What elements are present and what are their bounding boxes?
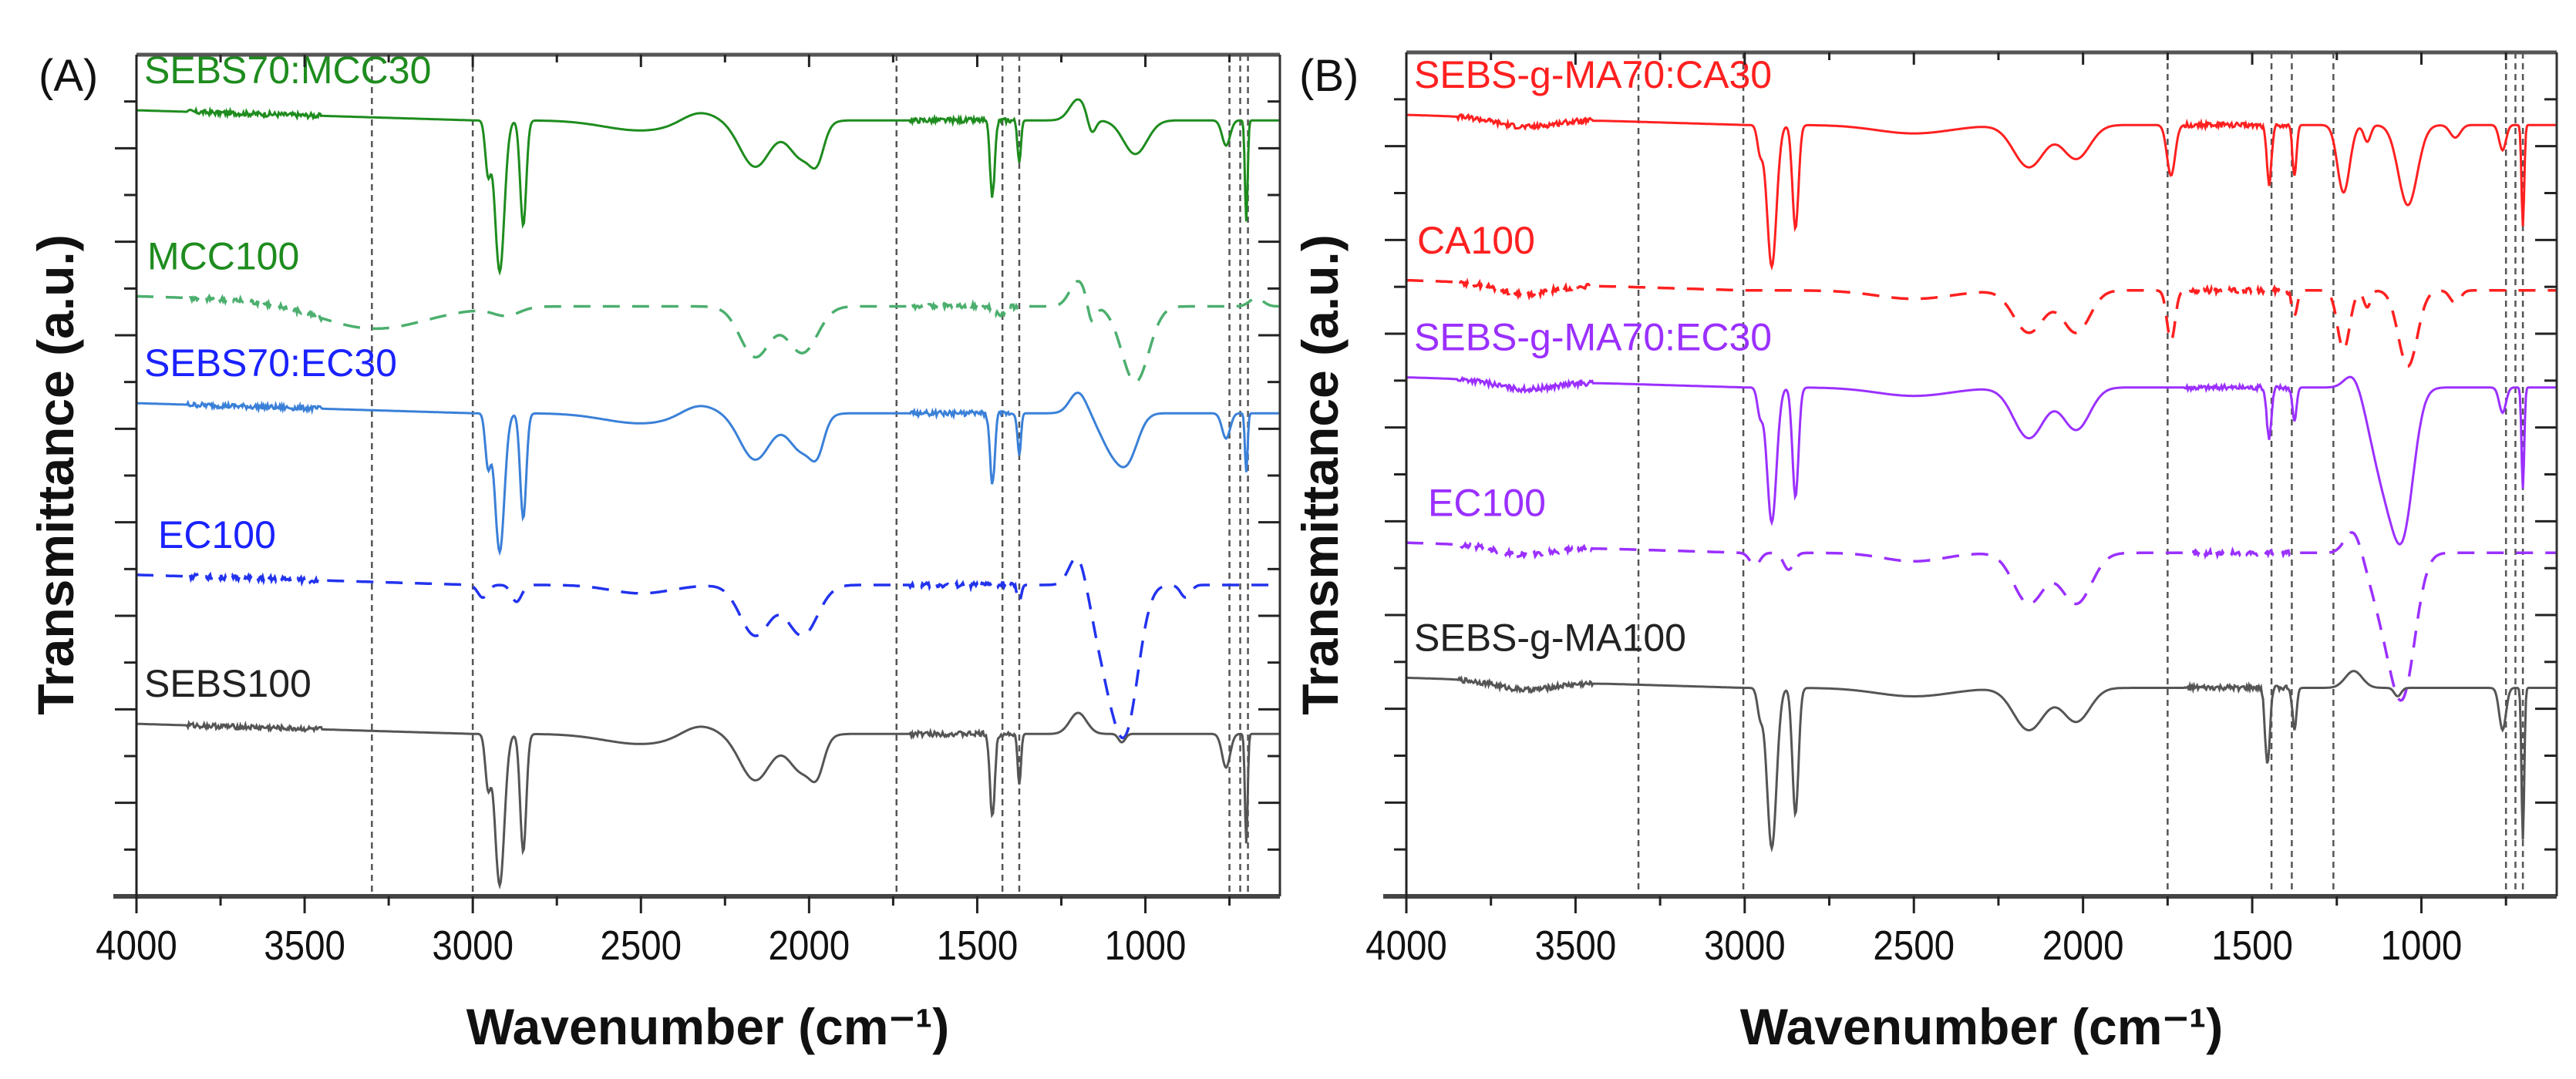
series-label: SEBS-g-MA70:EC30 — [1414, 316, 1772, 359]
x-tick-label: 2000 — [768, 922, 850, 969]
panel-label-b: (B) — [1299, 51, 1359, 101]
x-tick-label: 1500 — [2211, 922, 2293, 969]
x-tick-label: 1000 — [1105, 922, 1187, 969]
series-label: SEBS100 — [144, 662, 311, 705]
series-label: EC100 — [1428, 481, 1546, 524]
series-line-mcc100 — [136, 280, 1280, 384]
y-axis-title-a: Transmittance (a.u.) — [27, 234, 84, 715]
x-tick-label: 2500 — [600, 922, 682, 969]
x-tick-label: 2000 — [2042, 922, 2124, 969]
panel-a: (A) Transmittance (a.u.) Wavenumber (cm⁻… — [27, 49, 1281, 1055]
x-tick-label: 3500 — [1535, 922, 1617, 969]
x-tick-label: 1000 — [2381, 922, 2463, 969]
series-label: MCC100 — [147, 235, 299, 278]
series-line-sebs-g-ma70-ca30 — [1406, 113, 2557, 271]
y-axis-title-b: Transmittance (a.u.) — [1291, 234, 1349, 715]
x-tick-label: 3000 — [432, 922, 514, 969]
series-label: SEBS-g-MA70:CA30 — [1414, 53, 1772, 96]
series-line-ca100 — [1406, 276, 2557, 368]
x-axis-title-a: Wavenumber (cm⁻¹) — [466, 998, 949, 1055]
x-tick-label: 1500 — [937, 922, 1019, 969]
x-axis-title-b: Wavenumber (cm⁻¹) — [1740, 998, 2223, 1055]
series-label: SEBS70:EC30 — [144, 341, 397, 385]
panel-label-a: (A) — [39, 51, 98, 101]
series-line-sebs-g-ma100 — [1406, 670, 2557, 853]
series-line-ec100 — [136, 556, 1280, 740]
x-tick-label: 2500 — [1873, 922, 1955, 969]
x-tick-label: 3500 — [264, 922, 345, 969]
series-line-sebs70-mcc30 — [136, 98, 1280, 276]
panel-b: (B) Transmittance (a.u.) Wavenumber (cm⁻… — [1291, 50, 2558, 1055]
series-line-sebs100 — [136, 711, 1280, 890]
series-line-sebs-g-ma70-ec30 — [1406, 375, 2557, 546]
x-tick-label: 3000 — [1704, 922, 1786, 969]
series-label: SEBS-g-MA100 — [1414, 617, 1686, 660]
series-label: CA100 — [1417, 219, 1535, 262]
series-label: EC100 — [158, 513, 276, 556]
series-line-ec100 — [1406, 531, 2557, 702]
x-tick-label: 4000 — [1365, 922, 1447, 969]
x-tick-label: 4000 — [96, 922, 177, 969]
series-line-sebs70-ec30 — [136, 392, 1280, 556]
